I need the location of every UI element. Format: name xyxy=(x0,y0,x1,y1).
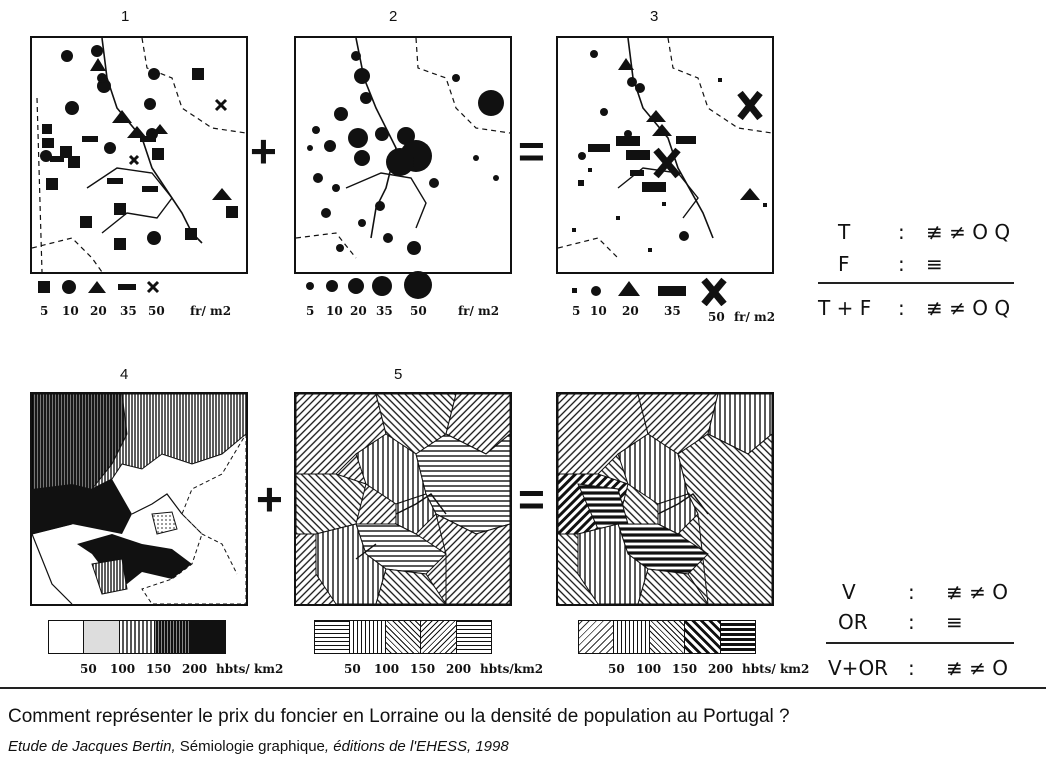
caption-author: Etude de Jacques Bertin, xyxy=(8,738,176,755)
legend-map-2-value-5: 5 xyxy=(306,304,315,318)
legend-map-2-symbols xyxy=(306,271,432,299)
map-3-combined-symbols xyxy=(556,36,774,274)
map-1-land-price-symbols xyxy=(30,36,248,274)
legend-map-1-value-20: 20 xyxy=(90,304,107,318)
panel-number-4: 4 xyxy=(120,366,129,383)
legend-map-4-scale xyxy=(48,620,226,654)
legend-map-3-value-10: 10 xyxy=(590,304,607,318)
caption-publisher: , éditions de l'EHESS, 1998 xyxy=(324,738,509,755)
legend-map-1-value-50: 50 xyxy=(148,304,165,318)
legend-map-6-unit: hbts/ km2 xyxy=(742,662,810,676)
formula-top-sym-f: ≡ xyxy=(926,252,943,276)
formula-top-var-f: F xyxy=(838,252,850,276)
formula-top-var-tf: T + F xyxy=(818,296,872,320)
legend-map-3-value-20: 20 xyxy=(622,304,639,318)
legend-map-4-value-100: 100 xyxy=(110,662,136,676)
caption-book: Sémiologie graphique xyxy=(175,738,325,755)
caption-source: Etude de Jacques Bertin, Sémiologie grap… xyxy=(8,738,509,755)
formula-bottom-sep-v: : xyxy=(908,580,915,604)
legend-map-2-value-35: 35 xyxy=(376,304,393,318)
legend-map-1-value-5: 5 xyxy=(40,304,49,318)
formula-bottom-sym-v: ≢ ≠ O xyxy=(946,580,1008,604)
legend-map-5-value-150: 150 xyxy=(410,662,436,676)
legend-map-3-value-50: 50 xyxy=(708,310,725,324)
legend-map-2-unit: fr/ m2 xyxy=(458,304,500,318)
formula-bottom-sym-or: ≡ xyxy=(946,610,963,634)
equals-operator-top: = xyxy=(518,125,545,177)
map-2-land-price-circles xyxy=(294,36,512,274)
formula-top-sep-tf: : xyxy=(898,296,905,320)
legend-map-4-value-200: 200 xyxy=(182,662,208,676)
formula-top-sym-t: ≢ ≠ O Q xyxy=(926,220,1011,244)
legend-map-4-value-150: 150 xyxy=(146,662,172,676)
legend-map-6-value-200: 200 xyxy=(708,662,734,676)
caption-question: Comment représenter le prix du foncier e… xyxy=(8,706,790,727)
panel-number-1: 1 xyxy=(121,8,130,25)
legend-map-6-value-150: 150 xyxy=(672,662,698,676)
formula-bottom-sym-vor: ≢ ≠ O xyxy=(946,656,1008,680)
legend-map-4-unit: hbts/ km2 xyxy=(216,662,284,676)
formula-top-sep-t: : xyxy=(898,220,905,244)
legend-map-5-value-100: 100 xyxy=(374,662,400,676)
legend-map-6-value-50: 50 xyxy=(608,662,625,676)
panel-number-5: 5 xyxy=(394,366,403,383)
legend-map-3-value-5: 5 xyxy=(572,304,581,318)
formula-top-sym-tf: ≢ ≠ O Q xyxy=(926,296,1011,320)
plus-operator-bottom: + xyxy=(256,473,283,525)
map-4-population-density-value xyxy=(30,392,248,606)
legend-map-1: 5 10 20 35 50 fr/ m2 xyxy=(36,278,246,322)
legend-map-3-unit: fr/ m2 xyxy=(734,310,776,324)
legend-map-5-value-50: 50 xyxy=(344,662,361,676)
legend-map-5-scale xyxy=(314,620,492,654)
legend-map-1-symbols xyxy=(38,280,160,294)
map-5-population-density-orientation xyxy=(294,392,512,606)
formula-bottom-var-vor: V+OR xyxy=(828,656,889,680)
formula-top-var-t: T xyxy=(838,220,851,244)
formula-top-rule xyxy=(818,282,1014,284)
legend-map-1-value-35: 35 xyxy=(120,304,137,318)
panel-number-2: 2 xyxy=(389,8,398,25)
legend-map-4-value-50: 50 xyxy=(80,662,97,676)
legend-map-5-value-200: 200 xyxy=(446,662,472,676)
formula-bottom-sep-or: : xyxy=(908,610,915,634)
formula-bottom-rule xyxy=(826,642,1014,644)
legend-map-6-scale xyxy=(578,620,756,654)
legend-map-1-unit: fr/ m2 xyxy=(190,304,232,318)
plus-operator-top: + xyxy=(250,125,277,177)
legend-map-5-unit: hbts/km2 xyxy=(480,662,544,676)
formula-bottom-var-or: OR xyxy=(838,610,868,634)
formula-bottom-sep-vor: : xyxy=(908,656,915,680)
legend-map-3-symbols xyxy=(572,277,727,307)
formula-top-sep-f: : xyxy=(898,252,905,276)
legend-map-3-value-35: 35 xyxy=(664,304,681,318)
legend-map-1-value-10: 10 xyxy=(62,304,79,318)
legend-map-3: 5 10 20 35 50 fr/ m2 xyxy=(566,276,796,328)
legend-map-2-value-10: 10 xyxy=(326,304,343,318)
map-6-combined-density xyxy=(556,392,774,606)
legend-map-2: 5 10 20 35 50 fr/ m2 xyxy=(300,270,510,326)
formula-bottom-var-v: V xyxy=(842,580,856,604)
panel-number-3: 3 xyxy=(650,8,659,25)
caption-divider xyxy=(0,687,1046,689)
legend-map-2-value-50: 50 xyxy=(410,304,427,318)
legend-map-6-value-100: 100 xyxy=(636,662,662,676)
equals-operator-bottom: = xyxy=(518,473,545,525)
legend-map-2-value-20: 20 xyxy=(350,304,367,318)
